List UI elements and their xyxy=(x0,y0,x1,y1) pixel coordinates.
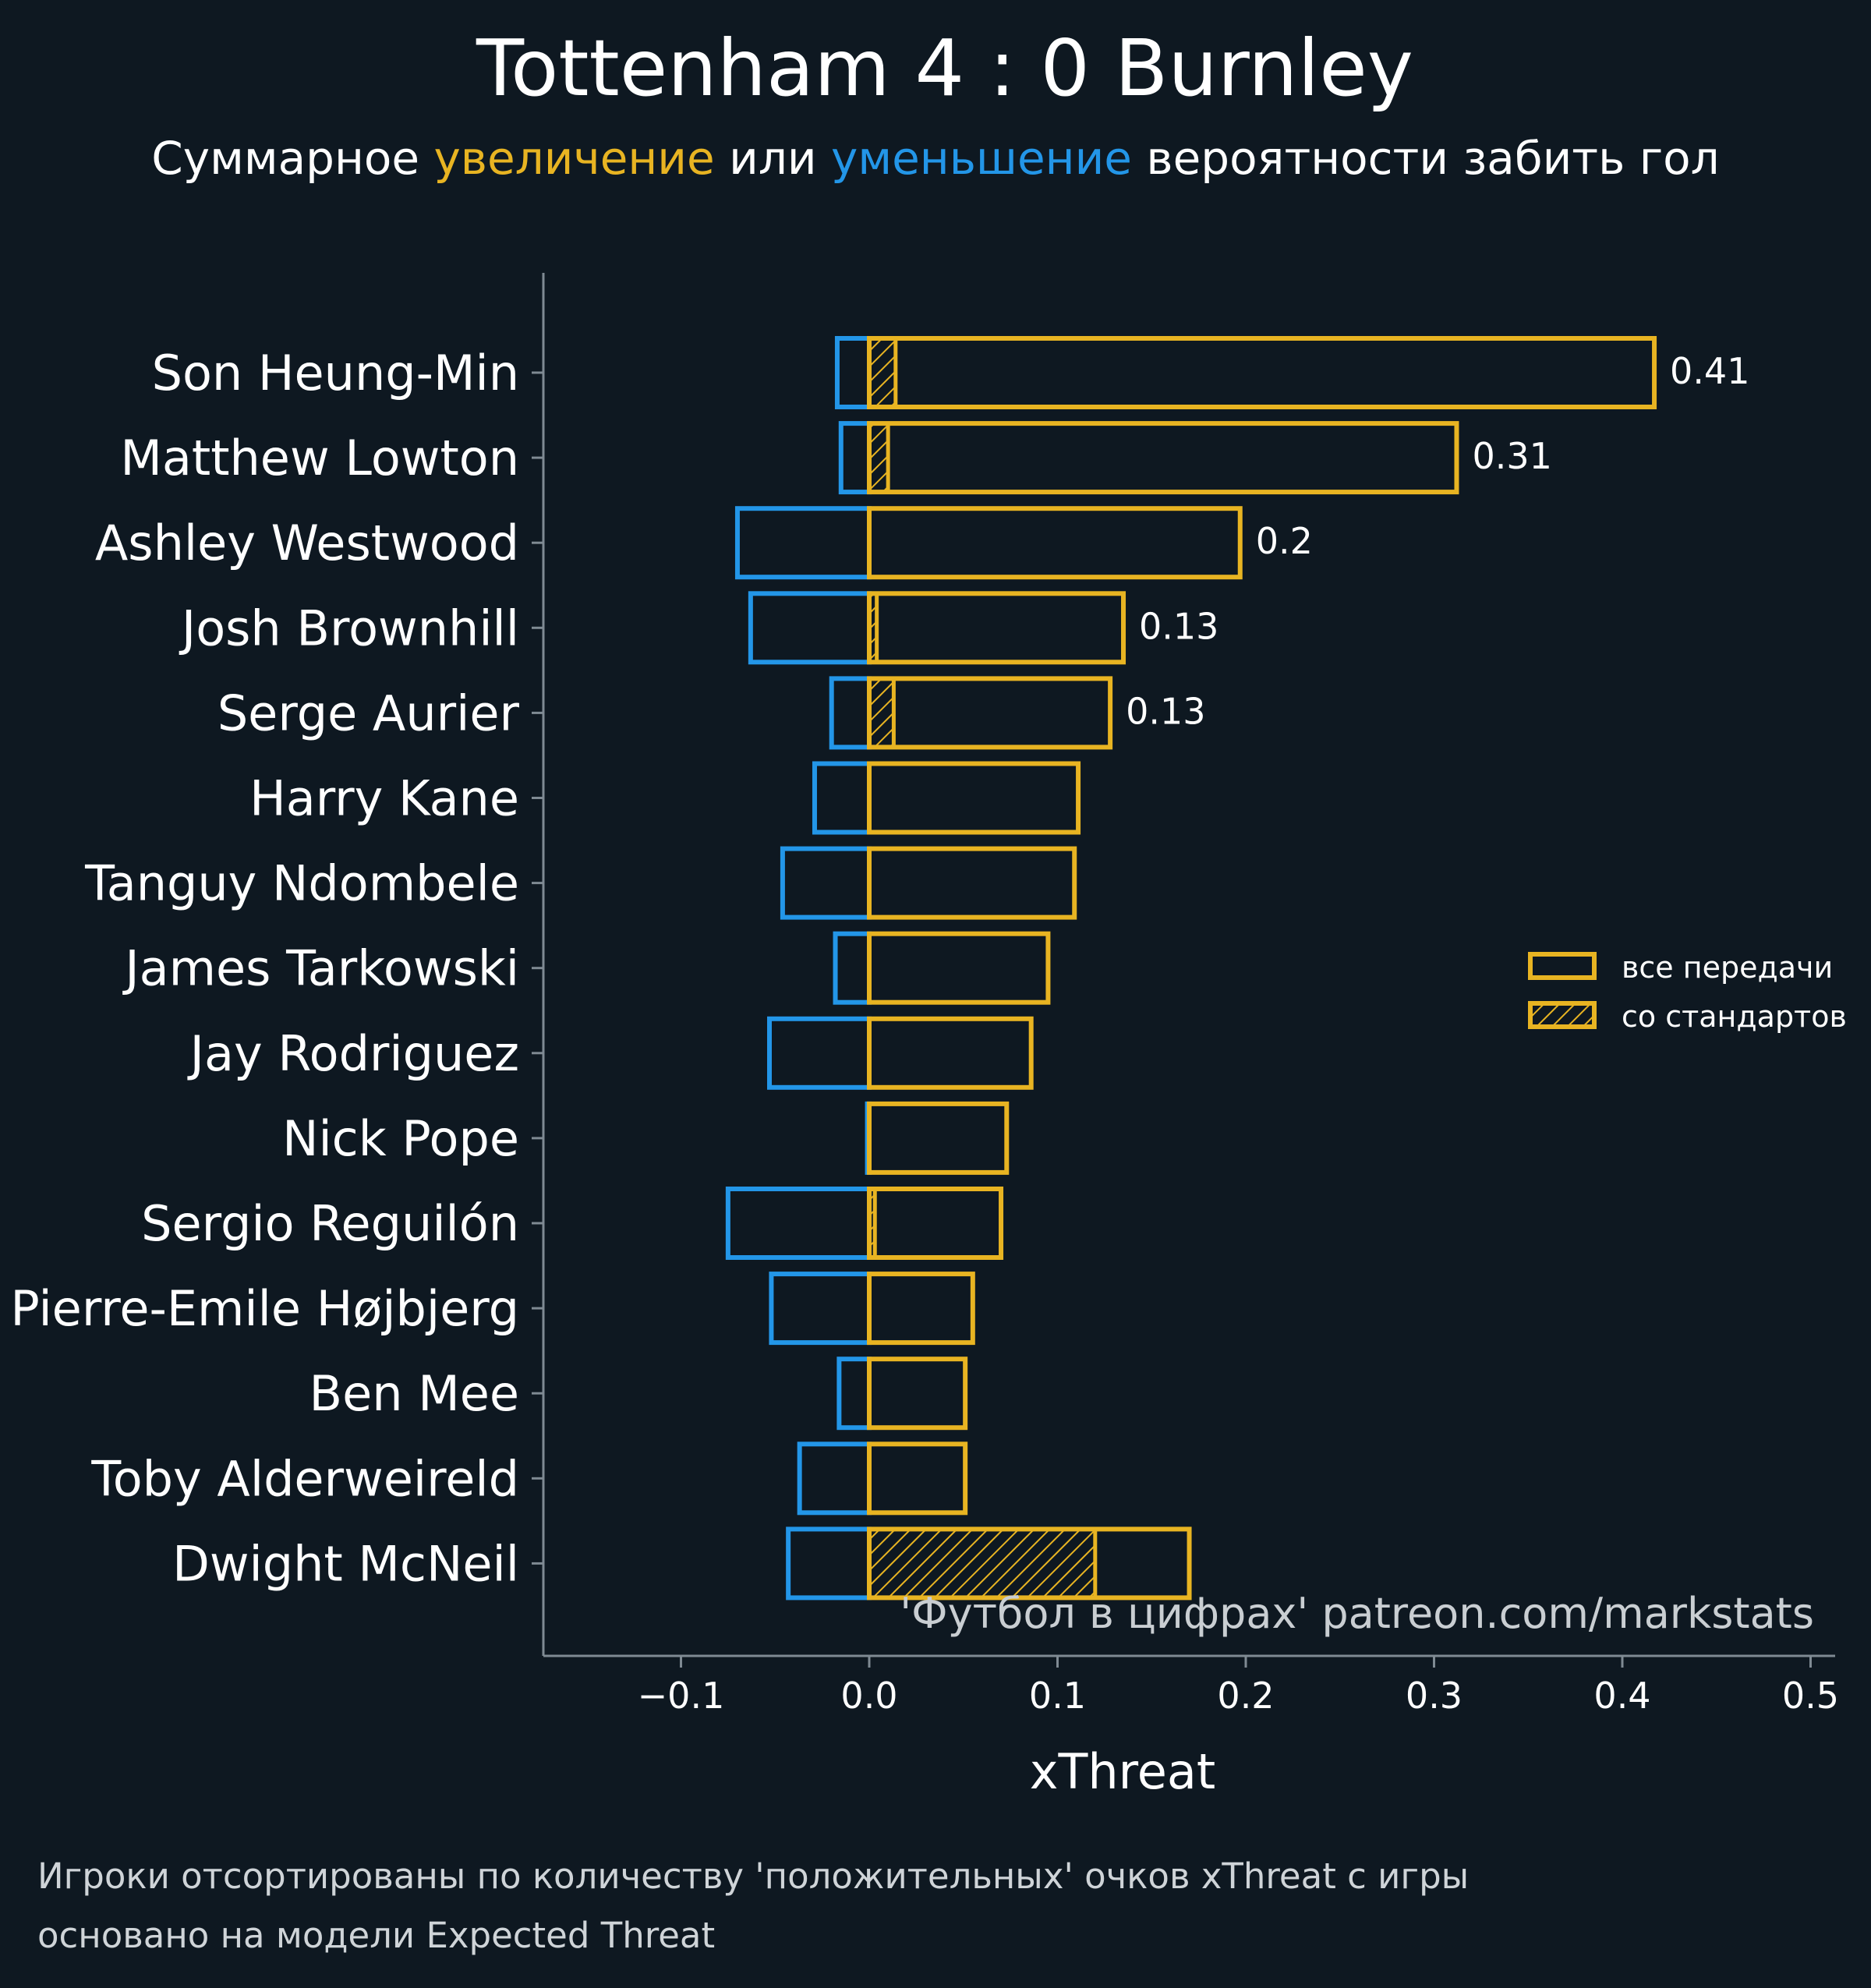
negative-bar xyxy=(829,676,872,750)
y-tick-label: Josh Brownhill xyxy=(179,600,519,656)
set-piece-bar xyxy=(867,1526,1098,1600)
legend-label-all-passes: все передачи xyxy=(1622,950,1833,985)
positive-bar xyxy=(867,506,1243,580)
x-tick-label: 0.5 xyxy=(1782,1675,1839,1717)
positive-bar xyxy=(867,1357,968,1431)
positive-bar xyxy=(867,336,1657,409)
positive-bar xyxy=(867,676,1113,750)
set-piece-bar xyxy=(867,676,896,749)
bar-value-label: 0.2 xyxy=(1256,520,1313,562)
y-tick-label: Dwight McNeil xyxy=(172,1535,519,1592)
y-tick-label: Harry Kane xyxy=(249,770,519,827)
legend-swatch-set-pieces xyxy=(1528,1001,1597,1029)
negative-bar xyxy=(812,761,872,835)
x-tick-label: 0.1 xyxy=(1029,1675,1086,1717)
chart-subtitle: Суммарное увеличение или уменьшение веро… xyxy=(151,132,1719,185)
y-tick-label: Tanguy Ndombele xyxy=(84,855,519,912)
x-axis-label: xThreat xyxy=(1030,1743,1215,1800)
negative-bar xyxy=(786,1526,872,1601)
subtitle-suffix: вероятности забить гол xyxy=(1146,132,1719,185)
negative-bar xyxy=(769,1272,872,1346)
positive-bar xyxy=(867,591,1126,665)
bar-value-label: 0.13 xyxy=(1126,690,1205,732)
negative-bar xyxy=(780,846,872,920)
y-tick-label: Serge Aurier xyxy=(218,684,520,741)
positive-bar xyxy=(867,1441,968,1516)
footnote-sorting: Игроки отсортированы по количеству 'поло… xyxy=(37,1855,1469,1897)
positive-bar xyxy=(867,1526,1192,1601)
subtitle-middle: или xyxy=(729,132,816,185)
x-tick-label: 0.2 xyxy=(1217,1675,1274,1717)
negative-bar xyxy=(748,591,872,665)
legend-swatch-all-passes xyxy=(1528,952,1597,980)
positive-bar xyxy=(867,1187,1004,1260)
y-tick-label: Sergio Reguilón xyxy=(141,1195,519,1252)
x-tick-label: 0.4 xyxy=(1593,1675,1650,1717)
set-piece-bar xyxy=(867,336,898,409)
x-ticks: −0.1 0.0 0.1 0.2 0.3 0.4 0.5 xyxy=(638,1656,1839,1717)
subtitle-increase: увеличение xyxy=(433,132,714,185)
positive-bar xyxy=(867,1272,975,1346)
negative-bar xyxy=(797,1441,872,1516)
y-tick-label: Jay Rodriguez xyxy=(187,1025,519,1082)
subtitle-prefix: Суммарное xyxy=(151,132,419,185)
set-piece-bar xyxy=(867,421,890,494)
x-tick-label: −0.1 xyxy=(638,1675,725,1717)
y-tick-labels: Son Heung-Min Matthew Lowton Ashley Westwo… xyxy=(10,345,543,1592)
y-tick-label: Ben Mee xyxy=(309,1365,519,1422)
x-tick-label: 0.0 xyxy=(840,1675,897,1717)
bar-value-label: 0.31 xyxy=(1472,435,1551,477)
bar-value-label: 0.41 xyxy=(1670,350,1749,392)
positive-bar xyxy=(867,1101,1010,1175)
y-tick-label: Matthew Lowton xyxy=(120,430,519,486)
y-tick-label: Son Heung-Min xyxy=(152,345,519,401)
y-tick-label: Nick Pope xyxy=(282,1110,519,1167)
negative-bar xyxy=(725,1187,872,1260)
legend-label-set-pieces: со стандартов xyxy=(1622,999,1847,1034)
negative-bar xyxy=(734,506,872,580)
chart-title: Tottenham 4 : 0 Burnley xyxy=(476,23,1413,114)
negative-bar xyxy=(767,1016,872,1090)
positive-bar xyxy=(867,421,1459,495)
negative-bar xyxy=(833,931,872,1005)
positive-bar xyxy=(867,761,1081,835)
negative-bar xyxy=(836,1357,872,1431)
watermark: 'Футбол в цифрах' patreon.com/markstats xyxy=(900,1589,1814,1638)
x-tick-label: 0.3 xyxy=(1406,1675,1462,1717)
positive-bar xyxy=(867,846,1077,920)
y-tick-label: Pierre-Emile Højbjerg xyxy=(10,1280,519,1337)
negative-bar xyxy=(838,421,872,495)
legend: все передачи со стандартов xyxy=(1528,950,1847,1034)
bars-group: 0.41 0.31 0.2 0.13 0.13 xyxy=(725,336,1749,1601)
y-tick-label: James Tarkowski xyxy=(122,940,519,997)
subtitle-decrease: уменьшение xyxy=(831,132,1132,185)
y-tick-label: Toby Alderweireld xyxy=(90,1450,519,1507)
positive-bar xyxy=(867,1016,1034,1090)
footnote-model: основано на модели Expected Threat xyxy=(37,1915,715,1956)
y-tick-label: Ashley Westwood xyxy=(95,515,519,571)
bar-value-label: 0.13 xyxy=(1139,605,1218,647)
negative-bar xyxy=(834,336,872,409)
positive-bar xyxy=(867,931,1051,1005)
